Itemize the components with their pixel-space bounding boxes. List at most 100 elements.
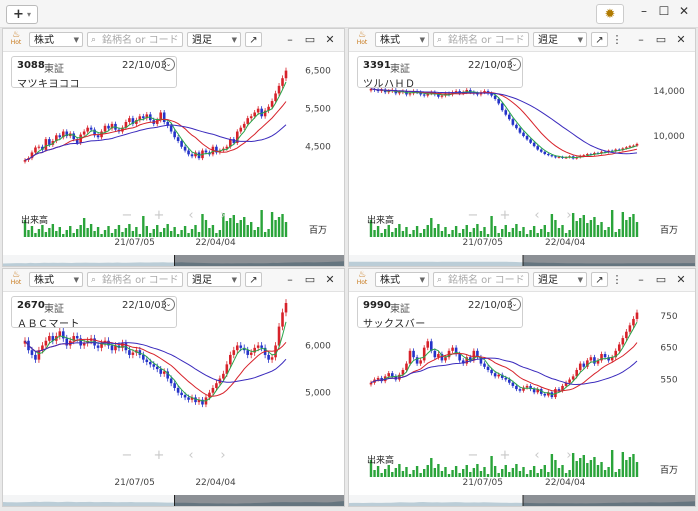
add-chart-button[interactable]: + ▾ xyxy=(6,5,38,24)
close-panel-icon[interactable]: ✕ xyxy=(325,273,335,286)
volume-bar xyxy=(476,224,479,237)
minimize-panel-icon[interactable]: – xyxy=(287,33,293,46)
candle-body xyxy=(225,146,229,149)
volume-bar xyxy=(504,465,507,477)
symbol-search-input[interactable]: ⌕ 銘柄名 or コード xyxy=(87,32,183,47)
expand-icon[interactable]: ↗ xyxy=(591,32,608,47)
navigator-background xyxy=(3,255,344,266)
chevron-down-circle-icon[interactable]: ⌄ xyxy=(162,58,175,71)
expand-icon[interactable]: ↗ xyxy=(245,272,262,287)
candle-body xyxy=(387,91,391,93)
maximize-panel-icon[interactable]: ▭ xyxy=(655,33,667,46)
chart-panel-1: ♨ Hot 株式 ▼ ⌕ 銘柄名 or コード 週足 ▼ ↗ – ▭ ✕ 6,500 5,… xyxy=(2,28,345,267)
candle-body xyxy=(614,350,618,358)
symbol-search-input[interactable]: ⌕ 銘柄名 or コード xyxy=(433,32,529,47)
next-icon[interactable]: › xyxy=(220,448,225,463)
candle-body xyxy=(82,343,86,346)
volume-bar xyxy=(603,230,607,237)
asset-type-select[interactable]: 株式 ▼ xyxy=(29,32,83,47)
asset-type-select[interactable]: 株式 ▼ xyxy=(375,32,429,47)
candle-body xyxy=(124,122,128,128)
minimize-panel-icon[interactable]: – xyxy=(638,33,644,46)
chevron-down-circle-icon[interactable]: ⌄ xyxy=(508,298,521,311)
prev-icon[interactable]: ‹ xyxy=(534,208,539,223)
expand-icon[interactable]: ↗ xyxy=(591,272,608,287)
zoom-out-icon[interactable]: − xyxy=(468,448,479,463)
candle-body xyxy=(246,118,250,124)
zoom-out-icon[interactable]: − xyxy=(122,208,133,223)
asset-type-select[interactable]: 株式 ▼ xyxy=(29,272,83,287)
volume-bar xyxy=(447,474,451,477)
stock-info-box: 2670 東証 22/10/03 ⌄ ＡＢＣマート xyxy=(11,296,177,330)
volume-bar xyxy=(215,233,218,237)
zoom-in-icon[interactable]: + xyxy=(500,208,511,223)
volume-bar xyxy=(582,455,585,477)
candle-body xyxy=(187,397,190,400)
maximize-panel-icon[interactable]: ▭ xyxy=(304,273,316,286)
candle-body xyxy=(110,123,114,129)
close-panel-icon[interactable]: ✕ xyxy=(676,273,686,286)
top-bar: + ▾ ✹ – ☐ ✕ xyxy=(0,0,698,28)
asset-type-select[interactable]: 株式 ▼ xyxy=(375,272,429,287)
candle-body xyxy=(437,94,440,97)
prev-icon[interactable]: ‹ xyxy=(188,448,193,463)
volume-bar xyxy=(543,465,546,477)
chevron-down-circle-icon[interactable]: ⌄ xyxy=(162,298,175,311)
search-placeholder: 銘柄名 or コード xyxy=(102,35,179,46)
volume-bar xyxy=(447,234,451,237)
x-tick-label: 21/07/05 xyxy=(463,478,503,488)
period-select[interactable]: 週足 ▼ xyxy=(187,32,241,47)
zoom-in-icon[interactable]: + xyxy=(154,448,165,463)
zoom-out-icon[interactable]: − xyxy=(122,448,133,463)
close-panel-icon[interactable]: ✕ xyxy=(325,33,335,46)
candle-body xyxy=(422,94,426,96)
prev-icon[interactable]: ‹ xyxy=(188,208,193,223)
settings-gear-icon[interactable]: ✹ xyxy=(596,4,624,24)
period-select[interactable]: 週足 ▼ xyxy=(533,272,587,287)
price-chart[interactable]: 6,000 5,000 − + ‹ › 21/07/05 22/04/04 xyxy=(3,291,345,507)
chevron-down-circle-icon[interactable]: ⌄ xyxy=(508,58,521,71)
hot-icon[interactable]: ♨ Hot xyxy=(10,30,22,47)
candle-body xyxy=(72,133,76,140)
candle-body xyxy=(232,139,236,143)
hot-icon[interactable]: ♨ Hot xyxy=(356,270,368,287)
next-icon[interactable]: › xyxy=(566,448,571,463)
prev-icon[interactable]: ‹ xyxy=(534,448,539,463)
expand-icon[interactable]: ↗ xyxy=(245,32,262,47)
candle-body xyxy=(515,385,518,390)
maximize-panel-icon[interactable]: ▭ xyxy=(655,273,667,286)
x-tick-label: 21/07/05 xyxy=(114,478,154,488)
more-menu-icon[interactable]: ⋮ xyxy=(611,33,623,46)
ma-short-line xyxy=(24,321,287,402)
candle-body xyxy=(239,345,243,348)
minimize-window-icon[interactable]: – xyxy=(641,4,647,18)
zoom-out-icon[interactable]: − xyxy=(468,208,479,223)
maximize-window-icon[interactable]: ☐ xyxy=(658,4,670,18)
hot-icon[interactable]: ♨ Hot xyxy=(10,270,22,287)
volume-bar xyxy=(408,234,412,237)
next-icon[interactable]: › xyxy=(220,208,225,223)
zoom-in-icon[interactable]: + xyxy=(500,448,511,463)
close-window-icon[interactable]: ✕ xyxy=(678,4,690,18)
minimize-panel-icon[interactable]: – xyxy=(287,273,293,286)
minimize-panel-icon[interactable]: – xyxy=(638,273,644,286)
symbol-search-input[interactable]: ⌕ 銘柄名 or コード xyxy=(433,272,529,287)
zoom-in-icon[interactable]: + xyxy=(154,208,165,223)
close-panel-icon[interactable]: ✕ xyxy=(676,33,686,46)
volume-bar xyxy=(176,234,180,237)
period-select[interactable]: 週足 ▼ xyxy=(533,32,587,47)
candle-body xyxy=(511,382,515,386)
candle-body xyxy=(490,369,493,374)
next-icon[interactable]: › xyxy=(566,208,571,223)
volume-bar xyxy=(486,234,490,237)
hot-icon[interactable]: ♨ Hot xyxy=(356,30,368,47)
symbol-search-input[interactable]: ⌕ 銘柄名 or コード xyxy=(87,272,183,287)
more-menu-icon[interactable]: ⋮ xyxy=(611,273,623,286)
volume-bar xyxy=(483,227,486,237)
maximize-panel-icon[interactable]: ▭ xyxy=(304,33,316,46)
period-select[interactable]: 週足 ▼ xyxy=(187,272,241,287)
candle-body xyxy=(444,93,447,96)
